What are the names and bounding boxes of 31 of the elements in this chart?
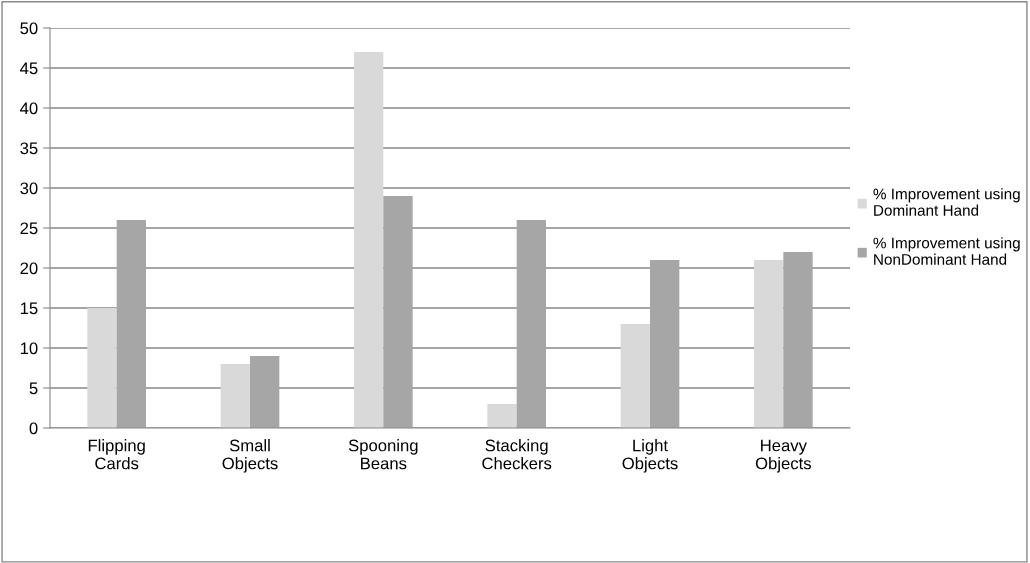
- x-tick-label: Light Objects: [622, 439, 678, 473]
- x-tick-label: Flipping Cards: [88, 439, 145, 470]
- bar: [487, 404, 517, 428]
- y-tick-label: 40: [20, 102, 38, 115]
- y-tick-label: 15: [20, 302, 38, 315]
- y-tick-label: 25: [20, 222, 38, 235]
- bar: [250, 356, 280, 428]
- x-tick-label: Small Objects: [222, 439, 278, 473]
- bar: [650, 260, 680, 428]
- bar: [754, 260, 784, 428]
- x-tick-label: Stacking Checkers: [482, 439, 552, 470]
- y-tick-label: 45: [20, 62, 38, 75]
- legend-label: % Improvement using Dominant Hand: [873, 188, 1020, 216]
- y-tick-label: 0: [29, 422, 38, 435]
- y-tick-label: 50: [20, 22, 38, 35]
- bar: [220, 364, 250, 428]
- y-tick-label: 35: [20, 142, 38, 155]
- bar: [620, 324, 650, 428]
- bar: [783, 252, 813, 428]
- x-tick-label: Spooning Beans: [348, 439, 418, 470]
- y-tick-label: 30: [20, 182, 38, 195]
- legend-label: % Improvement using NonDominant Hand: [873, 237, 1020, 265]
- bar: [383, 196, 413, 428]
- bar: [87, 308, 117, 428]
- y-tick-label: 10: [20, 342, 38, 355]
- bar: [516, 220, 546, 428]
- bar: [116, 220, 146, 428]
- y-tick-label: 5: [29, 382, 38, 395]
- x-tick-label: Heavy Objects: [755, 439, 811, 473]
- bar: [354, 52, 384, 428]
- y-tick-label: 20: [20, 262, 38, 275]
